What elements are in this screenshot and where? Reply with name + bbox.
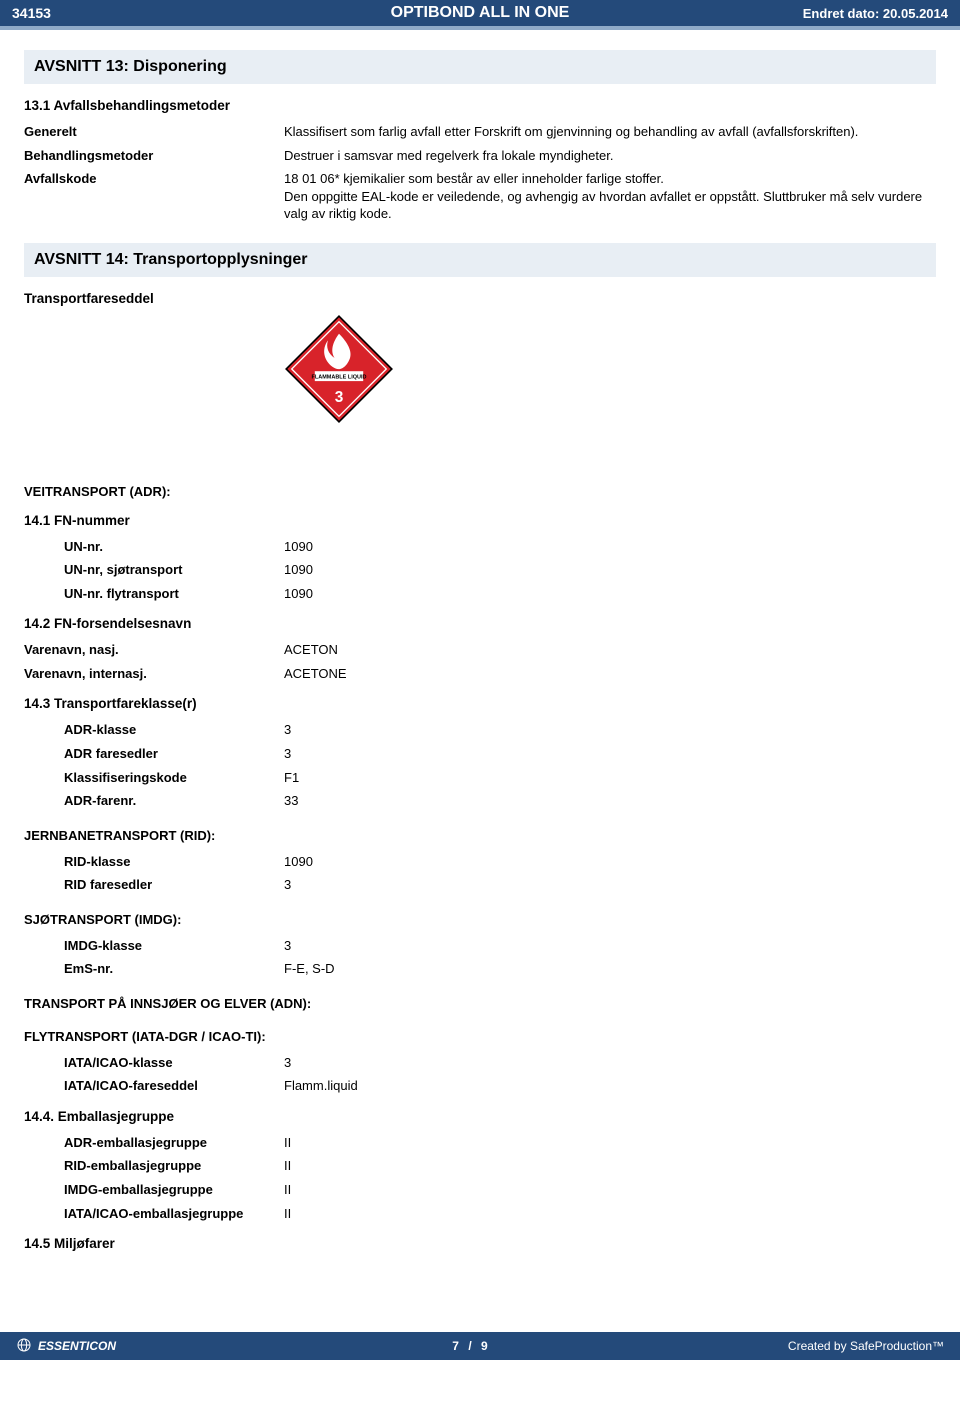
value-un-nr: 1090 [284, 538, 936, 556]
section-13-rows: Generelt Klassifisert som farlig avfall … [24, 123, 936, 223]
label-adr-emb: ADR-emballasjegruppe [24, 1134, 284, 1152]
label-imdg-klasse: IMDG-klasse [24, 937, 284, 955]
label-varenavn-int: Varenavn, internasj. [24, 665, 284, 683]
row-ems: EmS-nr. F-E, S-D [24, 960, 936, 978]
imdg-group-title: SJØTRANSPORT (IMDG): [24, 912, 936, 927]
flammable-liquid-icon: FLAMMABLE LIQUID 3 [284, 314, 394, 424]
value-adr-farenr: 33 [284, 792, 936, 810]
sub-14-4: 14.4. Emballasjegruppe [24, 1109, 936, 1124]
label-avfallskode: Avfallskode [24, 170, 284, 223]
adr-group-title: VEITRANSPORT (ADR): [24, 484, 936, 499]
row-un-nr: UN-nr. 1090 [24, 538, 936, 556]
value-un-fly: 1090 [284, 585, 936, 603]
row-rid-klasse: RID-klasse 1090 [24, 853, 936, 871]
label-rid-emb: RID-emballasjegruppe [24, 1157, 284, 1175]
document-footer: ESSENTICON 7 / 9 Created by SafeProducti… [0, 1332, 960, 1360]
label-un-nr: UN-nr. [24, 538, 284, 556]
row-iata-fareseddel: IATA/ICAO-fareseddel Flamm.liquid [24, 1077, 936, 1095]
row-imdg-emb: IMDG-emballasjegruppe II [24, 1181, 936, 1199]
sub-14-5: 14.5 Miljøfarer [24, 1236, 936, 1251]
row-rid-emb: RID-emballasjegruppe II [24, 1157, 936, 1175]
value-iata-klasse: 3 [284, 1054, 936, 1072]
hazard-diamond-container: FLAMMABLE LIQUID 3 [284, 314, 936, 424]
value-rid-emb: II [284, 1157, 936, 1175]
rid-group-title: JERNBANETRANSPORT (RID): [24, 828, 936, 843]
row-adr-farenr: ADR-farenr. 33 [24, 792, 936, 810]
value-iata-emb: II [284, 1205, 936, 1223]
label-generelt: Generelt [24, 123, 284, 141]
value-klass-kode: F1 [284, 769, 936, 787]
adn-group-title: TRANSPORT PÅ INNSJØER OG ELVER (ADN): [24, 996, 936, 1011]
footer-brand: ESSENTICON [38, 1339, 116, 1353]
document-header: 34153 OPTIBOND ALL IN ONE Endret dato: 2… [0, 0, 960, 30]
doc-id: 34153 [12, 5, 212, 21]
value-varenavn-int: ACETONE [284, 665, 936, 683]
value-varenavn-nasj: ACETON [284, 641, 936, 659]
value-rid-faresedler: 3 [284, 876, 936, 894]
transport-label-heading: Transportfareseddel [24, 291, 936, 306]
label-un-sjo: UN-nr, sjøtransport [24, 561, 284, 579]
value-generelt: Klassifisert som farlig avfall etter For… [284, 123, 936, 141]
page-total: 9 [481, 1339, 488, 1353]
label-varenavn-nasj: Varenavn, nasj. [24, 641, 284, 659]
row-varenavn-int: Varenavn, internasj. ACETONE [24, 665, 936, 683]
row-generelt: Generelt Klassifisert som farlig avfall … [24, 123, 936, 141]
page-number: 7 / 9 [216, 1339, 724, 1353]
row-rid-faresedler: RID faresedler 3 [24, 876, 936, 894]
row-klass-kode: Klassifiseringskode F1 [24, 769, 936, 787]
doc-title: OPTIBOND ALL IN ONE [212, 4, 748, 22]
label-rid-faresedler: RID faresedler [24, 876, 284, 894]
value-adr-emb: II [284, 1134, 936, 1152]
row-avfallskode: Avfallskode 18 01 06* kjemikalier som be… [24, 170, 936, 223]
label-ems: EmS-nr. [24, 960, 284, 978]
label-adr-farenr: ADR-farenr. [24, 792, 284, 810]
row-un-fly: UN-nr. flytransport 1090 [24, 585, 936, 603]
label-adr-faresedler: ADR faresedler [24, 745, 284, 763]
value-ems: F-E, S-D [284, 960, 936, 978]
row-iata-emb: IATA/ICAO-emballasjegruppe II [24, 1205, 936, 1223]
value-behandling: Destruer i samsvar med regelverk fra lok… [284, 147, 936, 165]
sub-14-1: 14.1 FN-nummer [24, 513, 936, 528]
section-14-title: AVSNITT 14: Transportopplysninger [24, 243, 936, 277]
svg-text:3: 3 [335, 389, 344, 406]
label-iata-emb: IATA/ICAO-emballasjegruppe [24, 1205, 284, 1223]
row-adr-klasse: ADR-klasse 3 [24, 721, 936, 739]
label-rid-klasse: RID-klasse [24, 853, 284, 871]
value-un-sjo: 1090 [284, 561, 936, 579]
label-behandling: Behandlingsmetoder [24, 147, 284, 165]
sub-14-3: 14.3 Transportfareklasse(r) [24, 696, 936, 711]
section-13-title: AVSNITT 13: Disponering [24, 50, 936, 84]
label-iata-klasse: IATA/ICAO-klasse [24, 1054, 284, 1072]
row-iata-klasse: IATA/ICAO-klasse 3 [24, 1054, 936, 1072]
globe-icon [16, 1337, 32, 1356]
revised-date: Endret dato: 20.05.2014 [748, 6, 948, 21]
label-klass-kode: Klassifiseringskode [24, 769, 284, 787]
label-un-fly: UN-nr. flytransport [24, 585, 284, 603]
value-adr-faresedler: 3 [284, 745, 936, 763]
iata-group-title: FLYTRANSPORT (IATA-DGR / ICAO-TI): [24, 1029, 936, 1044]
row-adr-faresedler: ADR faresedler 3 [24, 745, 936, 763]
label-adr-klasse: ADR-klasse [24, 721, 284, 739]
svg-text:FLAMMABLE LIQUID: FLAMMABLE LIQUID [312, 374, 367, 380]
value-iata-fareseddel: Flamm.liquid [284, 1077, 936, 1095]
footer-credit: Created by SafeProduction™ [724, 1339, 944, 1353]
value-imdg-emb: II [284, 1181, 936, 1199]
row-imdg-klasse: IMDG-klasse 3 [24, 937, 936, 955]
row-un-sjo: UN-nr, sjøtransport 1090 [24, 561, 936, 579]
value-rid-klasse: 1090 [284, 853, 936, 871]
row-behandlingsmetoder: Behandlingsmetoder Destruer i samsvar me… [24, 147, 936, 165]
row-varenavn-nasj: Varenavn, nasj. ACETON [24, 641, 936, 659]
sub-14-2: 14.2 FN-forsendelsesnavn [24, 616, 936, 631]
value-avfallskode: 18 01 06* kjemikalier som består av elle… [284, 170, 936, 223]
value-imdg-klasse: 3 [284, 937, 936, 955]
label-iata-fareseddel: IATA/ICAO-fareseddel [24, 1077, 284, 1095]
section-13-1-title: 13.1 Avfallsbehandlingsmetoder [24, 98, 936, 113]
label-imdg-emb: IMDG-emballasjegruppe [24, 1181, 284, 1199]
page-current: 7 [452, 1339, 459, 1353]
page-sep: / [462, 1339, 477, 1353]
value-adr-klasse: 3 [284, 721, 936, 739]
row-adr-emb: ADR-emballasjegruppe II [24, 1134, 936, 1152]
